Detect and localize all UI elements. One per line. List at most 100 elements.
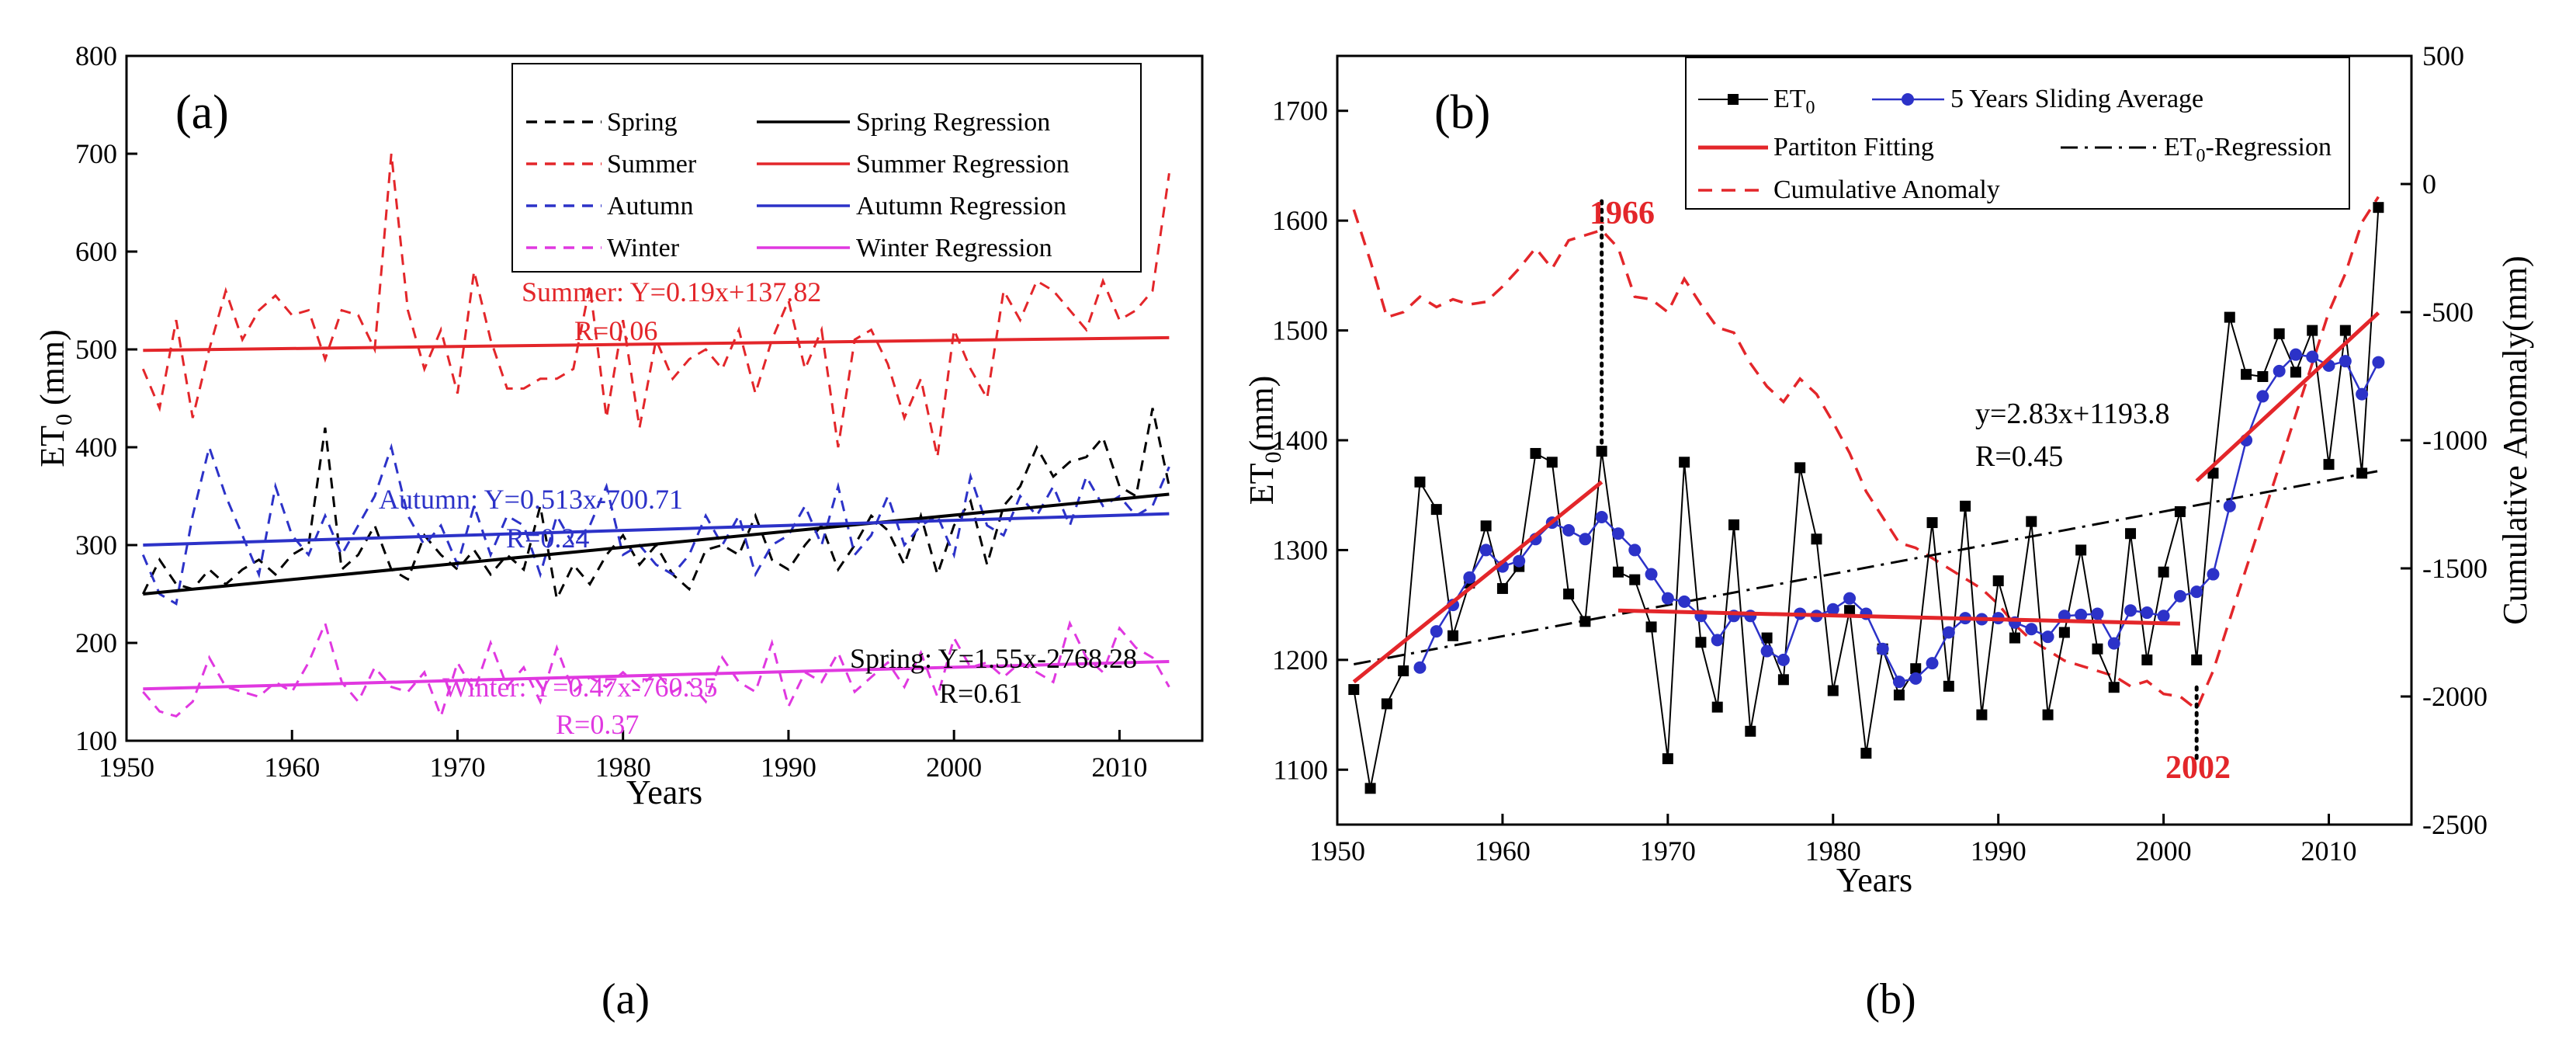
legend-winter: Winter	[607, 234, 680, 262]
et0-point	[2339, 325, 2351, 336]
y2-tick-label: -1500	[2422, 553, 2488, 584]
y-tick-label: 700	[75, 138, 117, 169]
winter-regression-equation: Winter: Y=0.47x-760.35	[442, 672, 717, 703]
sliding-average-point	[2041, 630, 2054, 644]
sliding-average-point	[2273, 364, 2286, 377]
legend-autumn: Autumn	[607, 192, 693, 221]
panel-a-legend: Spring Spring Regression Summer Summer R…	[511, 63, 1142, 273]
y-tick-label: 1600	[1272, 205, 1328, 236]
et0-point	[1860, 748, 1872, 759]
panel-a-legend-lines	[526, 120, 850, 249]
et0-point	[2307, 325, 2318, 336]
panel-a-regressions	[143, 335, 1170, 691]
et0-point	[1348, 684, 1360, 696]
panel-b-label: (b)	[1434, 86, 1490, 139]
sliding-average-point	[1843, 592, 1857, 605]
et0-point	[2075, 544, 2087, 556]
x-tick-label: 1990	[1971, 835, 2026, 867]
spring-regression-equation: Spring: Y=1.55x-2768.28	[850, 643, 1137, 674]
autumn-regression-equation: Autumn: Y=0.513x-700.71	[379, 484, 683, 515]
et0-point	[2058, 627, 2070, 638]
et0-point	[1695, 637, 1707, 648]
legend-marker-sliding-average	[1902, 93, 1914, 106]
panel-a-y-label: ET0 (mm)	[33, 329, 77, 467]
y-tick-label: 1200	[1272, 644, 1328, 676]
sliding-average-point	[1463, 571, 1476, 584]
et0-point	[2009, 632, 2020, 644]
sliding-average-point	[1479, 544, 1493, 557]
panel-b-y2-axis: -2500 -2000 -1500 -1000 -500 0 500	[2401, 40, 2488, 840]
et0-point	[2174, 505, 2186, 517]
series-line-summer	[141, 153, 1170, 457]
et0-point	[1398, 665, 1409, 676]
et0-point	[1893, 689, 1905, 701]
panel-b-x-label: Years	[1836, 861, 1912, 899]
et0-point	[1480, 520, 1492, 532]
legend-summer-regression: Summer Regression	[856, 150, 1070, 179]
et0-regression-equation: y=2.83x+1193.8	[1975, 398, 2169, 430]
winter-regression-r: R=0.37	[556, 709, 639, 740]
autumn-regression-line	[143, 512, 1170, 547]
y-tick-label: 200	[75, 627, 117, 658]
sliding-average-point	[1645, 568, 1658, 581]
et0-point	[1447, 630, 1459, 641]
et0-point	[2092, 643, 2103, 655]
y-tick-label: 1700	[1272, 96, 1328, 127]
et0-point	[1711, 701, 1723, 713]
sliding-average-point	[1892, 676, 1905, 689]
x-tick-label: 1950	[99, 752, 154, 783]
legend-winter-regression: Winter Regression	[856, 234, 1052, 262]
y-tick-label: 600	[75, 236, 117, 267]
et0-point	[2141, 654, 2153, 665]
sliding-average-point	[1909, 672, 1922, 685]
sliding-average-point	[2190, 585, 2203, 599]
sliding-average-point	[2025, 623, 2038, 636]
et0-point	[1728, 519, 1740, 530]
et0-point	[1414, 476, 1426, 488]
et0-point	[2108, 682, 2120, 693]
x-tick-label: 1960	[1475, 835, 1531, 867]
panel-b-legend-lines	[1698, 93, 2158, 192]
et0-point	[1844, 605, 1856, 617]
y-tick-label: 1300	[1272, 534, 1328, 565]
et0-point	[2026, 516, 2037, 527]
partition-fitting-segment-2	[1617, 608, 2180, 626]
y2-tick-label: 500	[2422, 40, 2464, 71]
autumn-regression-r: R=0.24	[506, 523, 589, 554]
et0-point	[1629, 574, 1641, 585]
sliding-average-point	[1562, 523, 1576, 537]
x-tick-label: 1980	[1805, 835, 1861, 867]
panel-a-chart: 1950 1960 1970 1980 1990 2000 2010 100 200 300 40…	[33, 40, 1204, 811]
x-tick-label: 1960	[264, 752, 320, 783]
et0-point	[1364, 783, 1376, 794]
sliding-average-point	[2141, 606, 2154, 620]
x-tick-label: 2000	[926, 752, 982, 783]
sliding-average-line	[1419, 353, 2380, 683]
x-tick-label: 2010	[2301, 835, 2357, 867]
panel-b-y-axis: 1100 1200 1300 1400 1500 1600 1700	[1272, 96, 1348, 785]
et0-point	[1976, 709, 1988, 721]
et0-point	[1496, 582, 1508, 594]
y2-tick-label: -1000	[2422, 425, 2488, 456]
et0-point	[2224, 311, 2235, 323]
summer-regression-r: R=0.06	[574, 315, 657, 346]
panel-b-y2-label: Cumulative Anomaly(mm)	[2496, 255, 2534, 624]
x-tick-label: 1970	[1640, 835, 1696, 867]
spring-regression-line	[143, 492, 1170, 596]
partition-fitting-segment-3	[2195, 311, 2380, 483]
sliding-average-point	[1595, 511, 1608, 523]
panel-b-legend-box	[1685, 57, 2350, 210]
et0-point	[2323, 459, 2335, 471]
winter-regression-line	[143, 659, 1170, 691]
x-tick-label: 2010	[1091, 752, 1147, 783]
et0-point	[2241, 369, 2252, 380]
et0-point	[1381, 698, 1392, 710]
et0-point	[1745, 725, 1756, 737]
et0-point	[2356, 467, 2368, 479]
y-tick-label: 500	[75, 334, 117, 365]
sliding-average-point	[1579, 533, 1592, 546]
legend-et0: ET0	[1773, 85, 1815, 118]
et0-point	[2042, 709, 2054, 721]
et0-point	[1992, 575, 2004, 587]
et0-point	[2290, 366, 2301, 378]
